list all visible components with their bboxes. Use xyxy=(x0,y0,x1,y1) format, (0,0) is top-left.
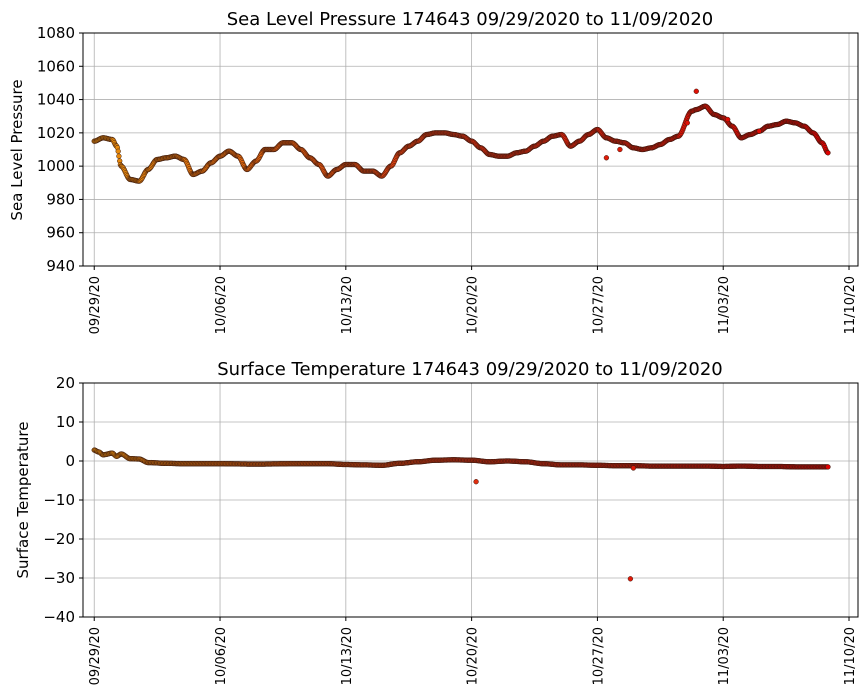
y-axis-label: Surface Temperature xyxy=(14,422,32,579)
outlier-point xyxy=(630,465,637,471)
y-tick-label: 0 xyxy=(65,452,75,470)
y-tick-label: 1060 xyxy=(37,57,75,75)
x-tick-label: 09/29/20 xyxy=(88,627,103,685)
y-axis-ticks: 940 960 980 1000 1020 1040 1060 1080 xyxy=(37,24,83,275)
y-tick-label: 980 xyxy=(46,190,75,208)
y-tick-label: 1020 xyxy=(37,124,75,142)
y-tick-label: −30 xyxy=(43,569,75,587)
data-point xyxy=(116,153,122,159)
outlier-point xyxy=(617,146,623,153)
x-tick-label: 10/06/20 xyxy=(214,276,229,334)
grid xyxy=(83,32,858,267)
y-tick-label: 20 xyxy=(56,374,75,392)
outlier-point xyxy=(684,120,690,126)
chart-surface-temperature: Surface Temperature 174643 09/29/2020 to… xyxy=(14,359,859,685)
outlier-point xyxy=(473,479,479,485)
x-tick-label: 09/29/20 xyxy=(88,276,103,334)
chart-title: Sea Level Pressure 174643 09/29/2020 to … xyxy=(227,9,714,30)
x-tick-label: 11/10/20 xyxy=(843,627,858,685)
x-tick-label: 11/03/20 xyxy=(717,627,732,685)
plot-frame xyxy=(82,32,859,267)
grid xyxy=(83,382,858,618)
x-tick-label: 10/13/20 xyxy=(340,276,355,334)
data-point xyxy=(825,464,831,470)
y-tick-label: −10 xyxy=(43,491,75,509)
x-tick-label: 10/20/20 xyxy=(466,276,481,334)
outlier-point xyxy=(693,88,699,94)
y-tick-label: 960 xyxy=(46,224,75,242)
outlier-point xyxy=(603,155,610,161)
x-tick-label: 10/20/20 xyxy=(466,627,481,685)
outlier-point xyxy=(756,128,762,134)
y-tick-label: 1040 xyxy=(37,91,75,109)
x-axis-ticks: 09/29/20 10/06/20 10/13/20 10/20/20 10/27/20… xyxy=(88,617,858,685)
y-axis-label: Sea Level Pressure xyxy=(8,79,26,220)
data-point xyxy=(115,148,121,154)
x-tick-label: 10/27/20 xyxy=(591,627,606,685)
y-tick-label: 1080 xyxy=(37,24,75,42)
x-tick-label: 10/13/20 xyxy=(340,627,355,685)
y-tick-label: 10 xyxy=(56,413,75,431)
y-axis-ticks: −40 −30 −20 −10 0 10 20 xyxy=(43,374,83,626)
x-tick-label: 11/10/20 xyxy=(843,276,858,334)
x-tick-label: 11/03/20 xyxy=(717,276,732,334)
data-point xyxy=(825,150,831,156)
outlier-point xyxy=(725,116,731,123)
x-axis-ticks: 09/29/20 10/06/20 10/13/20 10/20/20 10/27/20… xyxy=(88,266,858,334)
x-tick-label: 10/27/20 xyxy=(591,276,606,334)
y-tick-label: −40 xyxy=(43,608,75,626)
y-tick-label: −20 xyxy=(43,530,75,548)
y-tick-label: 940 xyxy=(46,257,75,275)
chart-sea-level-pressure: Sea Level Pressure 174643 09/29/2020 to … xyxy=(8,9,859,334)
chart-title: Surface Temperature 174643 09/29/2020 to… xyxy=(217,359,722,380)
data-points xyxy=(91,447,831,582)
data-points xyxy=(91,88,831,184)
outlier-point xyxy=(627,576,634,582)
x-tick-label: 10/06/20 xyxy=(214,627,229,685)
y-tick-label: 1000 xyxy=(37,157,75,175)
